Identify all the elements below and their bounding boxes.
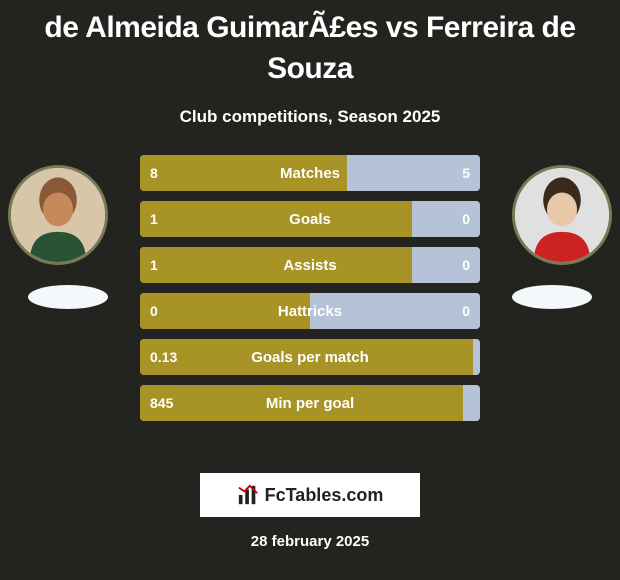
logo-text: FcTables.com: [265, 485, 384, 506]
page-title: de Almeida GuimarÃ£es vs Ferreira de Sou…: [0, 0, 620, 89]
stat-row: Min per goal845: [140, 385, 480, 421]
bar-chart-icon: [237, 484, 259, 506]
stat-fill-left: [140, 339, 473, 375]
player-right-avatar: [512, 165, 612, 265]
stat-row: Hattricks00: [140, 293, 480, 329]
player-right-badge: [512, 285, 592, 309]
stat-value-left: 0: [140, 293, 168, 329]
stat-row: Assists10: [140, 247, 480, 283]
stat-fill-left: [140, 201, 412, 237]
stat-value-left: 8: [140, 155, 168, 191]
stat-value-right: 0: [452, 293, 480, 329]
stat-value-right: 5: [452, 155, 480, 191]
player-left-avatar: [8, 165, 108, 265]
stat-row: Goals per match0.13: [140, 339, 480, 375]
comparison-card: de Almeida GuimarÃ£es vs Ferreira de Sou…: [0, 0, 620, 580]
stat-fill-left: [140, 155, 347, 191]
avatar-placeholder-icon: [11, 168, 105, 262]
stat-value-right: 0: [452, 201, 480, 237]
stat-row: Goals10: [140, 201, 480, 237]
stat-value-left: 845: [140, 385, 183, 421]
stat-value-right: [460, 385, 480, 421]
stat-value-right: 0: [452, 247, 480, 283]
stat-value-left: 0.13: [140, 339, 187, 375]
stat-value-left: 1: [140, 201, 168, 237]
date-text: 28 february 2025: [0, 533, 620, 550]
fctables-logo[interactable]: FcTables.com: [200, 473, 420, 517]
stat-row: Matches85: [140, 155, 480, 191]
stat-value-right: [460, 339, 480, 375]
stat-fill-left: [140, 385, 463, 421]
stat-value-left: 1: [140, 247, 168, 283]
player-left-badge: [28, 285, 108, 309]
page-subtitle: Club competitions, Season 2025: [0, 107, 620, 127]
comparison-arena: Matches85Goals10Assists10Hattricks00Goal…: [0, 155, 620, 455]
stat-fill-left: [140, 247, 412, 283]
avatar-placeholder-icon: [515, 168, 609, 262]
stat-rows: Matches85Goals10Assists10Hattricks00Goal…: [140, 155, 480, 431]
